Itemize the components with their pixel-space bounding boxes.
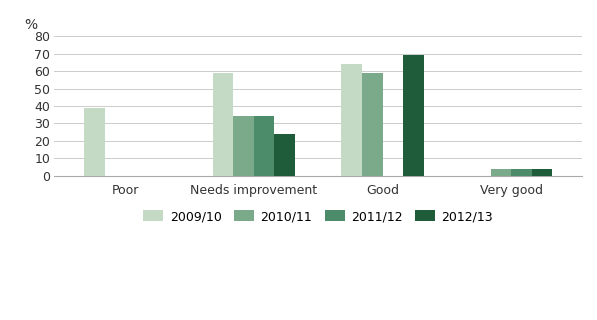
Bar — [213, 73, 233, 176]
Bar — [341, 64, 362, 176]
Bar — [511, 169, 532, 176]
Legend: 2009/10, 2010/11, 2011/12, 2012/13: 2009/10, 2010/11, 2011/12, 2012/13 — [139, 205, 498, 228]
Bar — [275, 134, 295, 176]
Bar — [403, 55, 424, 176]
Bar — [532, 169, 552, 176]
Bar — [84, 108, 104, 176]
Bar — [362, 73, 383, 176]
Bar — [254, 116, 275, 176]
Bar — [491, 169, 511, 176]
Y-axis label: %: % — [24, 18, 37, 32]
Bar — [233, 116, 254, 176]
